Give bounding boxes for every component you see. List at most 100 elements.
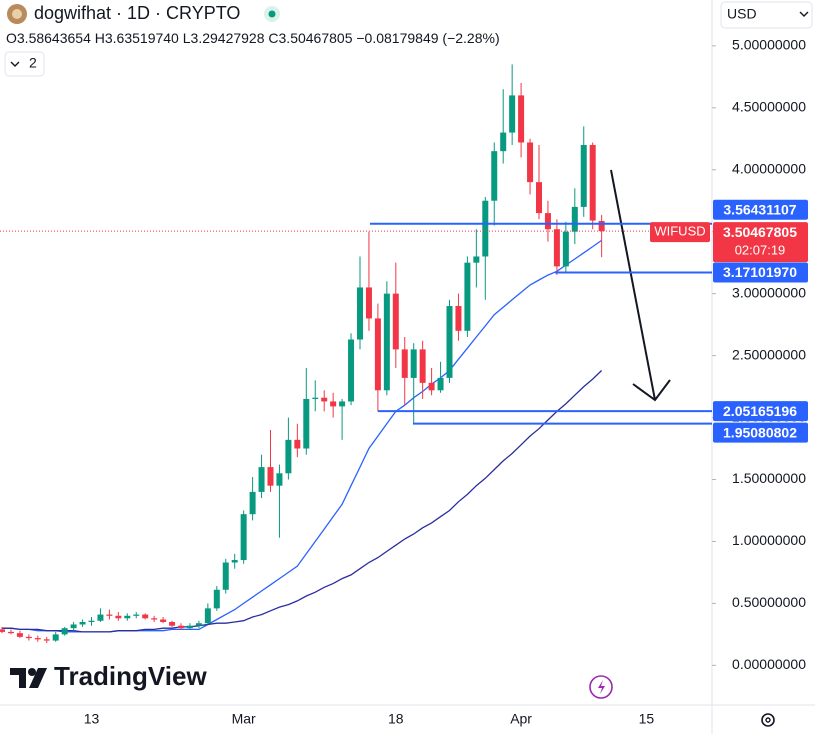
candle-body [178, 625, 184, 629]
brand-logo: TradingView [10, 661, 207, 691]
candle-body [213, 589, 220, 609]
candle-body [518, 95, 525, 143]
change: −0.08179849 [356, 30, 439, 46]
currency-button[interactable]: USD [720, 1, 813, 29]
ohlc-label: H [94, 30, 105, 46]
candle-body [52, 634, 59, 641]
ohlc-value: 3.29427928 [190, 30, 265, 46]
moving-average [2, 239, 602, 633]
candle-body [88, 620, 95, 622]
indicators-count[interactable]: 2 [29, 55, 37, 71]
candle-body [374, 318, 381, 391]
candle-body [240, 514, 247, 561]
x-tick-label: 18 [388, 711, 404, 727]
candle-body [249, 491, 256, 515]
candle-body [43, 639, 50, 641]
candle-body [222, 562, 229, 590]
candle-body [0, 629, 5, 632]
candle-body [455, 306, 462, 331]
candle-body [79, 621, 86, 625]
level-label-box [713, 401, 808, 422]
candle-body [151, 618, 158, 620]
indicators-box[interactable] [4, 51, 45, 77]
candle-body [419, 349, 426, 383]
candle-body [160, 619, 167, 622]
candle-body [571, 206, 578, 232]
candle-body [339, 401, 346, 407]
candle-body [509, 95, 516, 133]
candle-body [392, 293, 399, 350]
candle-body [437, 377, 444, 391]
candle-body [491, 151, 498, 201]
ohlc-value: 3.58643654 [16, 30, 91, 46]
y-tick-label: 0.50000000 [732, 594, 806, 610]
y-tick-label: 1.50000000 [732, 470, 806, 486]
level-label-box [713, 262, 808, 283]
candle-body [330, 401, 337, 407]
candle-body [124, 615, 131, 619]
candle-body [527, 142, 534, 183]
candle-body [536, 182, 542, 214]
level-label-box [713, 199, 808, 220]
candle-body [464, 262, 471, 331]
currency-box[interactable] [720, 1, 813, 29]
y-tick-label: 2.50000000 [732, 346, 806, 362]
candle-body [357, 287, 363, 340]
candle-body [70, 624, 77, 629]
moving-average [2, 370, 603, 633]
alert-icon[interactable] [589, 675, 613, 699]
chevron[interactable] [10, 61, 20, 67]
ohlc-row: O3.58643654 H3.63519740 L3.29427928 C3.5… [6, 30, 500, 46]
currency[interactable]: USD [727, 6, 757, 22]
candle-body [365, 287, 372, 319]
settings-icon[interactable] [761, 713, 775, 727]
candle-body [169, 621, 176, 626]
y-tick-label: 1.00000000 [732, 532, 806, 548]
candle-body [276, 473, 283, 486]
candle-body [133, 614, 140, 616]
chevron[interactable] [799, 11, 809, 17]
ohlc-label: L [182, 30, 191, 46]
indicators-button[interactable]: 2 [4, 51, 45, 77]
candle-body [115, 615, 122, 619]
candle-body [231, 560, 238, 563]
y-tick-label: 0.00000000 [732, 656, 806, 672]
x-tick-label: Mar [232, 711, 256, 727]
candle-body [61, 628, 68, 635]
status-dot [268, 10, 276, 18]
settings-icon[interactable] [765, 717, 771, 723]
drawn-arrow [610, 169, 671, 402]
ohlc-value: 3.50467805 [278, 30, 353, 46]
last-price-box [713, 222, 808, 263]
level-label: 2.05165196 [723, 403, 797, 419]
change-pct: (−2.28%) [442, 30, 500, 46]
x-tick-label: 13 [84, 711, 100, 727]
candle-body [580, 144, 587, 207]
ohlc-label: C [268, 30, 279, 46]
candle-body [446, 306, 453, 378]
alert-icon[interactable] [598, 680, 605, 694]
candle-body [321, 397, 328, 402]
candle-body [473, 256, 480, 263]
candle-body [106, 614, 113, 616]
candle-body [303, 398, 310, 449]
level-label: 1.95080802 [723, 424, 797, 440]
y-tick-label: 5.00000000 [732, 37, 806, 53]
y-tick-label: 4.00000000 [732, 160, 806, 176]
candle-body [267, 467, 274, 486]
candle-body [428, 382, 435, 391]
ohlc-value: 3.63519740 [104, 30, 179, 46]
candle-body [142, 614, 149, 619]
candle-body [553, 229, 560, 267]
level-label: 3.56431107 [723, 201, 796, 217]
candle-body [562, 231, 569, 267]
brand: TradingView [54, 661, 207, 691]
logo-mark [29, 668, 47, 688]
x-tick-label: Apr [510, 711, 532, 727]
candle-body [16, 633, 23, 637]
candle-body [294, 439, 301, 449]
candle-body [348, 339, 355, 402]
symbol-title: dogwifhat · 1D · CRYPTO [34, 3, 241, 23]
